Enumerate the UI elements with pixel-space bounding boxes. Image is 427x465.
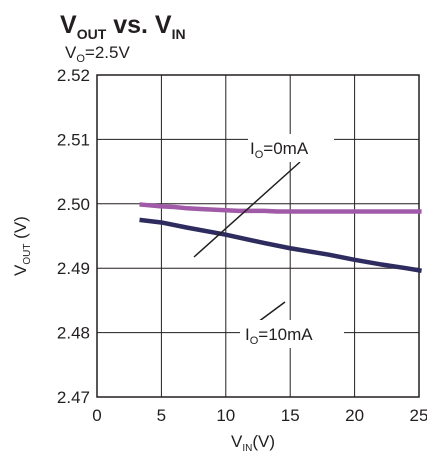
- series-callouts: IO=0mA IO=10mA: [193, 134, 344, 348]
- chart-title: VOUT vs. VIN: [60, 11, 186, 42]
- plot-frame: [96, 74, 420, 398]
- series-label-1: IO=10mA: [245, 325, 313, 347]
- x-tick-label-2: 10: [216, 406, 235, 425]
- y-tick-label-0: 2.47: [57, 388, 90, 407]
- callout-leader-0: [193, 161, 301, 258]
- callout-leader-1: [257, 301, 286, 323]
- y-tick-label-4: 2.51: [57, 130, 90, 149]
- series-line-0: [139, 202, 422, 214]
- callout-bg-0: [248, 134, 334, 162]
- series-lines: [139, 202, 422, 273]
- grid-lines: [97, 75, 419, 397]
- y-tick-labels: 2.47 2.48 2.49 2.50 2.51 2.52: [57, 66, 90, 407]
- x-tick-labels: 0 5 10 15 20 25: [92, 406, 427, 425]
- x-tick-label-0: 0: [92, 406, 101, 425]
- y-tick-label-3: 2.50: [57, 195, 90, 214]
- x-tick-label-5: 25: [410, 406, 427, 425]
- y-tick-label-5: 2.52: [57, 66, 90, 85]
- x-tick-label-1: 5: [157, 406, 166, 425]
- plot-area: [96, 74, 420, 398]
- series-label-0: IO=0mA: [250, 139, 309, 161]
- x-tick-label-3: 15: [281, 406, 300, 425]
- chart-subtitle: VO=2.5V: [65, 43, 130, 65]
- callout-bg-1: [240, 320, 344, 348]
- series-line-1: [139, 217, 422, 273]
- x-tick-label-4: 20: [345, 406, 364, 425]
- y-axis-label: VOUT (V): [11, 216, 33, 276]
- y-tick-label-1: 2.48: [57, 324, 90, 343]
- x-axis-label: VIN(V): [231, 432, 275, 454]
- y-tick-label-2: 2.49: [57, 259, 90, 278]
